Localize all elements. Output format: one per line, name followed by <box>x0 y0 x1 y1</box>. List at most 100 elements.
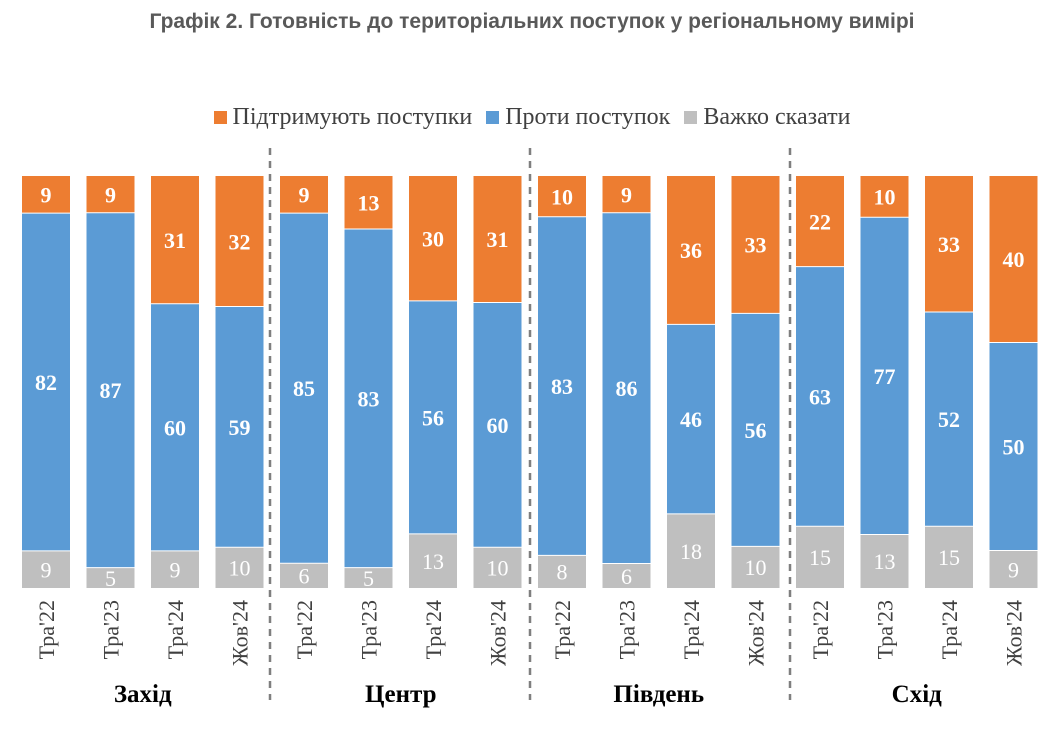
data-label-unsure: 10 <box>487 556 509 581</box>
legend-label-against: Проти поступок <box>505 104 671 130</box>
legend-swatch-against <box>486 111 500 124</box>
bar-segment-unsure <box>731 546 780 588</box>
bar-segment-against <box>151 303 199 551</box>
data-label-unsure: 15 <box>809 545 831 570</box>
bar-segment-support <box>989 176 1038 343</box>
x-tick-label: Тра'22 <box>292 600 317 659</box>
data-label-unsure: 18 <box>680 539 702 564</box>
data-label-unsure: 5 <box>363 566 374 591</box>
bar-segment-support <box>344 176 393 230</box>
data-label-against: 83 <box>551 374 573 399</box>
x-tick-label: Жов'24 <box>228 600 253 666</box>
x-tick-label: Тра'22 <box>550 600 575 659</box>
bar-segment-support <box>473 176 522 303</box>
bar-segment-support <box>602 176 651 213</box>
bar-segment-against <box>215 306 264 548</box>
bar-segment-support <box>22 176 70 214</box>
data-label-support: 9 <box>41 183 52 208</box>
bar-segment-support <box>925 176 973 312</box>
data-label-against: 85 <box>293 376 315 401</box>
data-label-unsure: 9 <box>41 557 52 582</box>
bar-segment-support <box>731 176 780 314</box>
chart-legend: Підтримують поступки Проти поступок Важк… <box>0 104 1064 131</box>
chart-title: Графік 2. Готовність до територіальних п… <box>149 10 915 33</box>
bar-segment-against <box>667 324 715 514</box>
x-tick-label: Тра'24 <box>679 600 704 659</box>
data-label-unsure: 5 <box>105 566 116 591</box>
x-tick-label: Жов'24 <box>486 600 511 666</box>
bar-segment-against <box>409 300 457 534</box>
x-tick-label: Жов'24 <box>744 600 769 666</box>
bar-segment-support <box>796 176 844 267</box>
bar-segment-unsure <box>344 567 393 588</box>
bar-segment-unsure <box>409 533 457 588</box>
data-label-support: 22 <box>809 209 831 234</box>
legend-item-against: Проти поступок <box>486 104 670 131</box>
data-label-support: 33 <box>745 233 767 258</box>
data-label-support: 9 <box>621 182 632 207</box>
region-label: Схід <box>892 681 943 708</box>
x-tick-label: Тра'22 <box>34 600 59 659</box>
legend-item-unsure: Важко сказати <box>684 104 850 131</box>
bar-segment-unsure <box>989 550 1038 588</box>
data-label-against: 83 <box>358 386 380 411</box>
bar-segment-unsure <box>538 555 586 588</box>
data-label-unsure: 13 <box>422 549 444 574</box>
bar-segment-unsure <box>22 550 70 588</box>
x-tick-label: Тра'22 <box>808 600 833 659</box>
data-label-unsure: 6 <box>299 564 310 589</box>
data-label-support: 36 <box>680 238 702 263</box>
bar-segment-against <box>344 229 393 568</box>
data-label-against: 82 <box>35 370 57 395</box>
bar-segment-unsure <box>602 563 651 588</box>
data-label-unsure: 6 <box>621 564 632 589</box>
bar-segment-unsure <box>667 513 715 588</box>
data-label-support: 10 <box>551 184 573 209</box>
data-label-against: 56 <box>745 418 767 443</box>
data-label-against: 50 <box>1003 435 1025 460</box>
data-label-support: 9 <box>299 183 310 208</box>
region-label: Центр <box>365 681 436 708</box>
x-tick-label: Тра'23 <box>873 600 898 659</box>
bar-segment-against <box>731 313 780 547</box>
bar-segment-unsure <box>860 534 909 588</box>
legend-swatch-support <box>213 111 227 124</box>
bar-segment-against <box>538 216 586 556</box>
bar-segment-unsure <box>151 550 199 588</box>
bar-segment-unsure <box>796 526 844 588</box>
x-tick-label: Жов'24 <box>1002 600 1027 666</box>
data-label-unsure: 8 <box>557 560 568 585</box>
data-label-against: 56 <box>422 405 444 430</box>
bar-segment-against <box>280 213 328 564</box>
bar-segment-against <box>989 342 1038 551</box>
bar-segment-against <box>925 311 973 527</box>
data-label-support: 33 <box>938 232 960 257</box>
data-label-against: 52 <box>938 407 960 432</box>
data-label-unsure: 13 <box>874 549 896 574</box>
bar-segment-unsure <box>280 563 328 588</box>
data-label-unsure: 10 <box>229 556 251 581</box>
bar-segment-against <box>860 217 909 535</box>
x-tick-label: Тра'23 <box>99 600 124 659</box>
region-label: Захід <box>114 681 172 708</box>
bar-segment-support <box>860 176 909 218</box>
data-label-support: 13 <box>358 191 380 216</box>
data-label-against: 77 <box>874 364 896 389</box>
bar-segment-unsure <box>215 547 264 588</box>
bar-segment-support <box>280 176 328 214</box>
data-label-against: 63 <box>809 384 831 409</box>
data-label-unsure: 9 <box>170 557 181 582</box>
bar-segment-unsure <box>925 526 973 588</box>
data-label-unsure: 9 <box>1008 557 1019 582</box>
data-label-against: 46 <box>680 407 702 432</box>
data-label-support: 40 <box>1003 247 1025 272</box>
bar-segment-against <box>473 302 522 548</box>
bar-segment-support <box>86 176 135 213</box>
bar-segment-against <box>22 213 70 551</box>
legend-item-support: Підтримують поступки <box>213 104 472 131</box>
bar-segment-against <box>602 212 651 564</box>
data-label-unsure: 10 <box>745 555 767 580</box>
x-tick-label: Тра'23 <box>357 600 382 659</box>
bar-segment-against <box>796 266 844 527</box>
